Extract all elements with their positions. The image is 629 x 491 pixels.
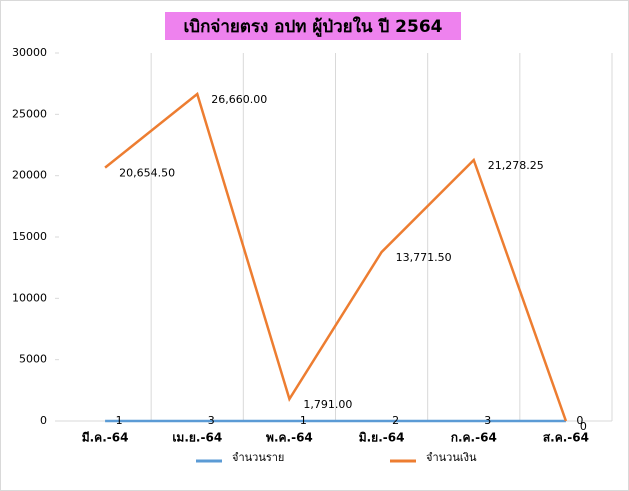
data-label: 0 [576, 414, 583, 427]
chart-title: เบิกจ่ายตรง อปท ผู้ป่วยใน ปี 2564 [183, 16, 442, 38]
y-tick-label: 25000 [12, 107, 47, 120]
y-tick-label: 10000 [12, 291, 47, 304]
series-line [104, 91, 568, 422]
y-tick-label: 15000 [12, 230, 47, 243]
legend-label: จำนวนเงิน [426, 451, 477, 464]
x-tick-label: เม.ย.-64 [172, 431, 222, 445]
x-tick-label: พ.ค.-64 [266, 431, 313, 445]
legend-label: จำนวนราย [232, 451, 284, 464]
data-label: 20,654.50 [119, 167, 175, 180]
data-label: 26,660.00 [211, 93, 267, 106]
x-tick-label: ส.ค.-64 [543, 431, 589, 445]
x-tick-label: มิ.ย.-64 [359, 431, 405, 445]
data-label: 2 [392, 414, 399, 427]
data-label: 13,771.50 [396, 251, 452, 264]
x-tick-label: มี.ค.-64 [82, 431, 129, 445]
x-tick-label: ก.ค.-64 [451, 431, 497, 445]
data-label: 0 [580, 420, 587, 433]
data-label: 3 [208, 414, 215, 427]
y-tick-label: 0 [40, 414, 47, 427]
data-label: 3 [484, 414, 491, 427]
title-background [165, 12, 461, 40]
data-label: 1 [300, 414, 307, 427]
y-tick-label: 20000 [12, 169, 47, 182]
data-label: 21,278.25 [488, 159, 544, 172]
y-tick-label: 30000 [12, 46, 47, 59]
data-label: 1 [116, 414, 123, 427]
y-tick-label: 5000 [19, 353, 47, 366]
data-label: 1,791.00 [303, 398, 352, 411]
